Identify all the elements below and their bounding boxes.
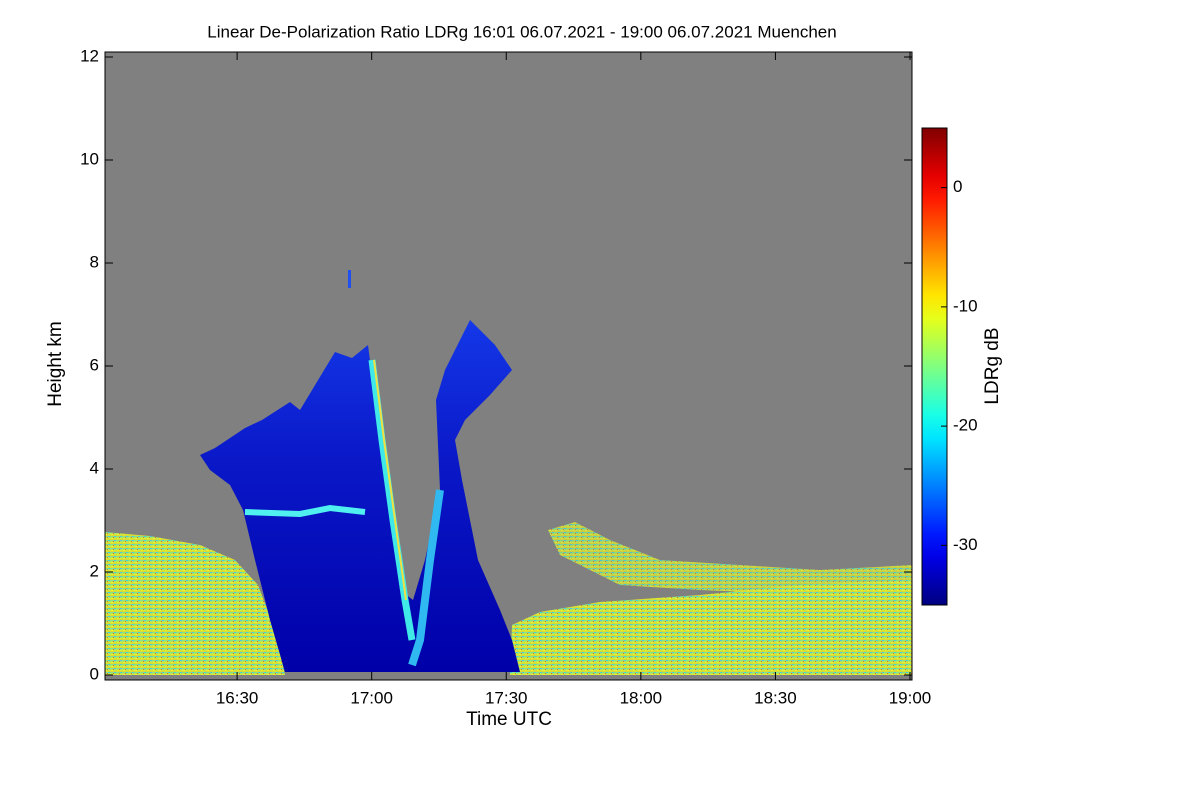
x-axis-label: Time UTC — [466, 709, 552, 730]
colorbar-tick-label: -20 — [953, 416, 978, 435]
x-tick-label: 18:30 — [754, 688, 797, 707]
x-tick-label: 18:00 — [620, 688, 663, 707]
x-tick-label: 19:00 — [889, 688, 932, 707]
y-tick-label: 4 — [90, 458, 99, 477]
aerosol-layer — [105, 532, 285, 675]
fall-streak — [408, 489, 444, 667]
y-tick-label: 10 — [80, 149, 99, 168]
fall-streak — [373, 359, 407, 601]
x-tick-label: 17:00 — [350, 688, 393, 707]
colorbar-label: LDRg dB — [982, 327, 1003, 404]
y-tick-label: 12 — [80, 46, 99, 65]
y-tick-label: 0 — [90, 664, 99, 683]
colorbar-tick-label: -10 — [953, 296, 978, 315]
cloud — [348, 270, 351, 288]
cloud-band — [244, 504, 366, 518]
x-tick-label: 16:30 — [216, 688, 259, 707]
y-tick-label: 2 — [90, 561, 99, 580]
y-tick-label: 8 — [90, 252, 99, 271]
heatmap — [105, 52, 912, 680]
chart-title: Linear De-Polarization Ratio LDRg 16:01 … — [207, 22, 836, 41]
colorbar-tick-label: 0 — [953, 177, 962, 196]
y-tick-label: 6 — [90, 355, 99, 374]
x-tick-label: 17:30 — [485, 688, 528, 707]
cloud — [200, 320, 520, 672]
y-axis-label: Height km — [45, 321, 66, 407]
fall-streak — [368, 359, 416, 641]
colorbar-tick-label: -30 — [953, 535, 978, 554]
aerosol-layer — [510, 580, 912, 675]
colorbar — [921, 127, 948, 606]
aerosol-layer — [548, 522, 912, 595]
